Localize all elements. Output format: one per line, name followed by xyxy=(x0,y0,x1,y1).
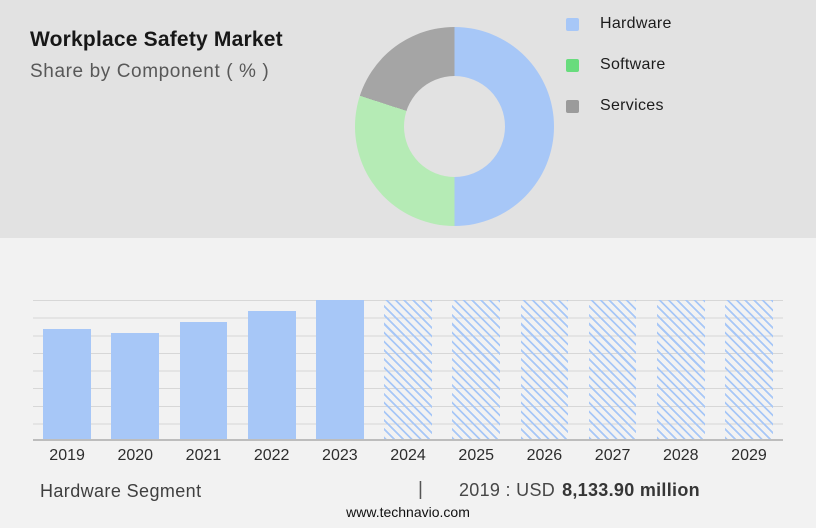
services-swatch-icon xyxy=(566,99,579,113)
legend-label: Services xyxy=(600,97,664,114)
bar-slot xyxy=(579,300,647,439)
bar-slot xyxy=(306,300,374,439)
bar-slot xyxy=(169,300,237,439)
bars xyxy=(33,300,783,439)
caption-separator: | xyxy=(418,479,423,500)
x-axis-label: 2019 xyxy=(49,447,85,464)
bar-slot xyxy=(510,300,578,439)
forecast-bar xyxy=(656,300,705,439)
software-swatch-icon xyxy=(566,58,579,72)
bar-slot xyxy=(238,300,306,439)
bottom-panel: 2019 2020 2021 2022 2023 2024 2025 2026 2027 2028… xyxy=(0,238,816,528)
x-axis-label: 2022 xyxy=(253,447,290,464)
forecast-bar xyxy=(725,300,773,439)
value-prefix: 2019 : USD xyxy=(459,480,556,500)
x-axis-labels: 2019 2020 2021 2022 2023 2024 2025 2026 2027 2028… xyxy=(33,447,783,467)
donut-hole xyxy=(404,76,505,177)
historic-bar xyxy=(179,322,228,439)
legend: Hardware Software Services xyxy=(566,15,672,140)
x-axis-label: 2027 xyxy=(594,447,631,464)
x-axis-label: 2029 xyxy=(731,447,767,464)
x-axis-label: 2020 xyxy=(117,447,154,464)
forecast-bar xyxy=(384,300,432,439)
legend-label: Hardware xyxy=(600,15,672,32)
caption-row: Hardware Segment | 2019 : USD 8,133.90 mi… xyxy=(0,479,816,503)
historic-bar xyxy=(43,329,91,439)
x-axis-label: 2028 xyxy=(662,447,699,464)
legend-item-software: Software xyxy=(566,56,672,73)
historic-bar xyxy=(315,300,364,439)
known-value-label: 2019 : USD 8,133.90 million xyxy=(459,480,700,501)
legend-item-hardware: Hardware xyxy=(566,15,672,32)
bar-slot xyxy=(442,300,510,439)
forecast-bar xyxy=(588,300,637,439)
bar-slot xyxy=(101,300,169,439)
hardware-swatch-icon xyxy=(566,17,579,31)
x-axis-label: 2023 xyxy=(322,447,358,464)
value-amount: 8,133.90 million xyxy=(562,480,700,500)
bar-slot xyxy=(715,300,783,439)
x-axis-label: 2026 xyxy=(526,447,563,464)
donut-chart xyxy=(355,27,554,226)
page-subtitle: Share by Component ( % ) xyxy=(30,61,270,82)
x-axis-label: 2025 xyxy=(458,447,495,464)
x-axis-label: 2021 xyxy=(185,447,222,464)
forecast-bar xyxy=(520,300,569,439)
top-panel: Workplace Safety Market Share by Compone… xyxy=(0,0,816,238)
bar-slot xyxy=(647,300,715,439)
page-title: Workplace Safety Market xyxy=(30,28,283,51)
forecast-bar xyxy=(452,300,501,439)
historic-bar xyxy=(111,333,160,439)
bar-chart-plot-area xyxy=(33,300,783,441)
x-axis-label: 2024 xyxy=(390,447,426,464)
title-block: Workplace Safety Market Share by Compone… xyxy=(30,28,283,83)
legend-label: Software xyxy=(600,56,666,73)
website-url: www.technavio.com xyxy=(346,504,470,520)
bar-slot xyxy=(33,300,101,439)
historic-bar xyxy=(247,311,296,439)
segment-label: Hardware Segment xyxy=(40,481,202,501)
bar-slot xyxy=(374,300,442,439)
legend-item-services: Services xyxy=(566,97,672,114)
